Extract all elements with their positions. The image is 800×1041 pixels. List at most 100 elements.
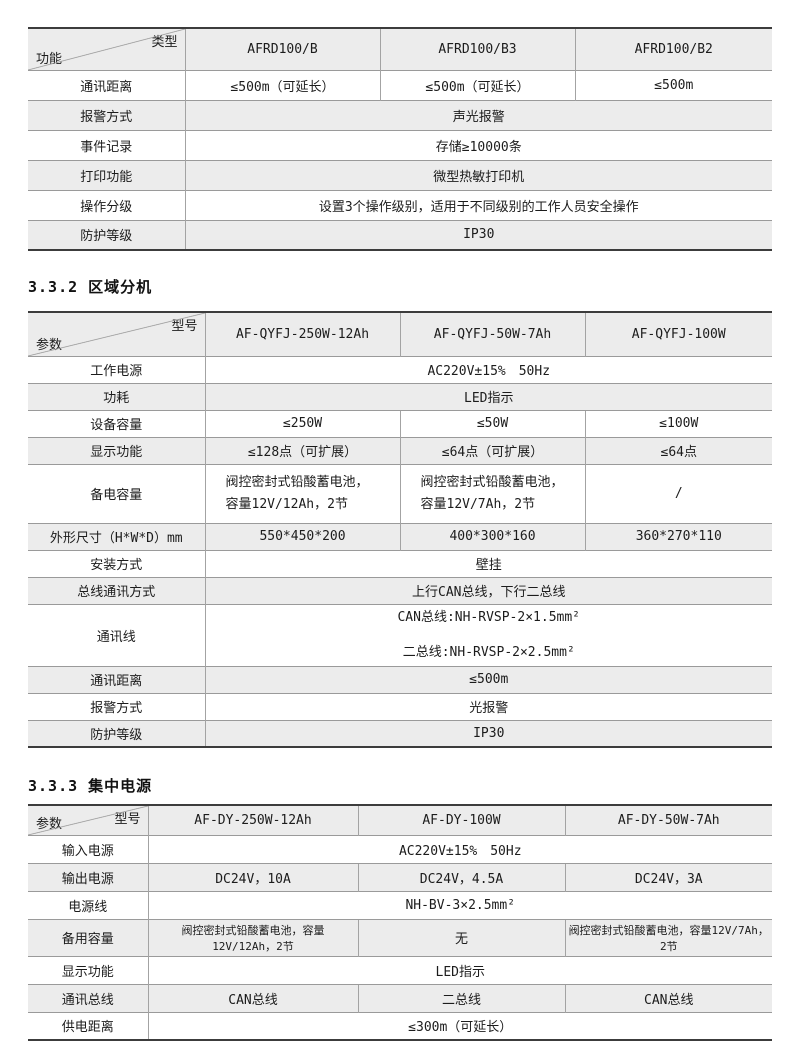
column-header: AFRD100/B: [184, 28, 380, 70]
cell-value: 360*270*110: [584, 522, 772, 550]
cell-value: CAN总线:NH-RVSP-2×1.5mm² 二总线:NH-RVSP-2×2.5m…: [204, 603, 772, 666]
cell-value: 400*300*160: [399, 522, 585, 550]
table-row: 通讯距离 ≤500m（可延长） ≤500m（可延长） ≤500m: [28, 69, 772, 100]
spec-table-container-central-power: 型号 参数 AF-DY-250W-12Ah AF-DY-100W AF-DY-50W-7…: [28, 804, 772, 1041]
spec-table-container-types: 类型 功能 AFRD100/B AFRD100/B3 AFRD100/B2 通讯距离 ≤50…: [28, 27, 772, 251]
table-row: 外形尺寸（H*W*D）mm 550*450*200 400*300*160 360*2…: [28, 522, 772, 550]
row-label: 输入电源: [28, 834, 148, 863]
row-label: 供电距离: [28, 1011, 148, 1040]
cell-value: 阀控密封式铅酸蓄电池， 容量12V/12Ah，2节: [204, 463, 400, 523]
row-label: 事件记录: [28, 129, 185, 160]
column-header: AF-QYFJ-100W: [584, 312, 772, 356]
cell-value: 阀控密封式铅酸蓄电池，容量12V/7Ah，2节: [564, 918, 772, 956]
cell-value: ≤500m（可延长）: [379, 69, 575, 100]
corner-cell: 类型 功能: [28, 28, 185, 70]
corner-bottom-label: 参数: [36, 337, 63, 353]
cell-value: ≤128点（可扩展）: [204, 436, 400, 464]
column-header: AF-DY-100W: [357, 805, 565, 835]
cell-value: LED指示: [147, 955, 772, 984]
table-row: 输出电源 DC24V，10A DC24V，4.5A DC24V，3A: [28, 862, 772, 891]
row-label: 通讯距离: [28, 665, 205, 693]
cell-value: IP30: [184, 219, 772, 250]
column-header: AFRD100/B2: [574, 28, 772, 70]
row-label: 显示功能: [28, 436, 205, 464]
cell-line: 容量12V/12Ah，2节: [225, 496, 348, 512]
cell-value: 声光报警: [184, 99, 772, 130]
section-heading-zone-extension: 3.3.2 区域分机: [28, 278, 153, 296]
table-row: 事件记录 存储≥10000条: [28, 129, 772, 160]
spec-table: 型号 参数 AF-QYFJ-250W-12Ah AF-QYFJ-50W-7Ah AF-Q…: [28, 311, 772, 748]
table-row: 设备容量 ≤250W ≤50W ≤100W: [28, 409, 772, 437]
row-label: 显示功能: [28, 955, 148, 984]
cell-value: 550*450*200: [204, 522, 400, 550]
cell-value: 无: [357, 918, 565, 956]
spec-table: 型号 参数 AF-DY-250W-12Ah AF-DY-100W AF-DY-50W-7…: [28, 804, 772, 1041]
row-label: 安装方式: [28, 549, 205, 577]
spec-table: 类型 功能 AFRD100/B AFRD100/B3 AFRD100/B2 通讯距离 ≤50…: [28, 27, 772, 251]
table-row: 显示功能 LED指示: [28, 955, 772, 984]
cell-line: 二总线:NH-RVSP-2×2.5mm²: [402, 644, 575, 660]
header-row: 类型 功能 AFRD100/B AFRD100/B3 AFRD100/B2: [28, 28, 772, 70]
cell-value: 阀控密封式铅酸蓄电池，容量12V/12Ah，2节: [147, 918, 358, 956]
table-row: 工作电源 AC220V±15% 50Hz: [28, 355, 772, 383]
section-heading-central-power: 3.3.3 集中电源: [28, 777, 153, 795]
table-row: 通讯线 CAN总线:NH-RVSP-2×1.5mm² 二总线:NH-RVSP-2×2…: [28, 603, 772, 666]
cell-lines: CAN总线:NH-RVSP-2×1.5mm² 二总线:NH-RVSP-2×2.5m…: [210, 607, 769, 664]
cell-value: AC220V±15% 50Hz: [204, 355, 772, 383]
table-row: 备用容量 阀控密封式铅酸蓄电池，容量12V/12Ah，2节无阀控密封式铅酸蓄电池，…: [28, 918, 772, 956]
table-row: 防护等级 IP30: [28, 719, 772, 747]
cell-value: CAN总线: [564, 983, 772, 1012]
table-row: 操作分级 设置3个操作级别，适用于不同级别的工作人员安全操作: [28, 189, 772, 220]
row-label: 报警方式: [28, 99, 185, 130]
row-label: 工作电源: [28, 355, 205, 383]
table-row: 供电距离 ≤300m（可延长）: [28, 1011, 772, 1040]
cell-line: CAN总线:NH-RVSP-2×1.5mm²: [397, 609, 581, 625]
row-label: 操作分级: [28, 189, 185, 220]
table-row: 打印功能 微型热敏打印机: [28, 159, 772, 190]
cell-value: ≤64点: [584, 436, 772, 464]
row-label: 电源线: [28, 890, 148, 919]
cell-value: ≤50W: [399, 409, 585, 437]
table-row: 防护等级 IP30: [28, 219, 772, 250]
cell-value: ≤100W: [584, 409, 772, 437]
corner-cell: 型号参数: [28, 312, 205, 356]
cell-value: CAN总线: [147, 983, 358, 1012]
row-label: 通讯距离: [28, 69, 185, 100]
table-row: 输入电源 AC220V±15% 50Hz: [28, 834, 772, 863]
row-label: 备用容量: [28, 918, 148, 956]
cell-value: /: [584, 463, 772, 523]
cell-value: NH-BV-3×2.5mm²: [147, 890, 772, 919]
cell-value: 阀控密封式铅酸蓄电池，容量12V/7Ah，2节: [399, 463, 585, 523]
cell-line: 容量12V/7Ah，2节: [420, 496, 536, 512]
header-row: 型号 参数 AF-QYFJ-250W-12Ah AF-QYFJ-50W-7Ah AF-Q…: [28, 312, 772, 356]
cell-value: 设置3个操作级别，适用于不同级别的工作人员安全操作: [184, 189, 772, 220]
cell-value: IP30: [204, 719, 772, 747]
table-row: 总线通讯方式 上行CAN总线，下行二总线: [28, 576, 772, 604]
table-row: 备电容量 阀控密封式铅酸蓄电池， 容量12V/12Ah，2节 阀控密封式铅酸蓄电池， 容…: [28, 463, 772, 523]
row-label: 报警方式: [28, 692, 205, 720]
cell-value: 微型热敏打印机: [184, 159, 772, 190]
column-header: AFRD100/B3: [379, 28, 575, 70]
cell-value: DC24V，3A: [564, 862, 772, 891]
cell-value: 光报警: [204, 692, 772, 720]
corner-top-label: 型号: [114, 812, 141, 827]
cell-lines: 阀控密封式铅酸蓄电池， 容量12V/7Ah，2节: [421, 472, 581, 516]
row-label: 备电容量: [28, 463, 205, 523]
cell-line: 阀控密封式铅酸蓄电池，: [225, 474, 369, 490]
cell-value: ≤250W: [204, 409, 400, 437]
column-header: AF-DY-250W-12Ah: [147, 805, 358, 835]
corner-top-label: 型号: [171, 319, 198, 334]
table-row: 显示功能 ≤128点（可扩展） ≤64点（可扩展） ≤64点: [28, 436, 772, 464]
table-row: 功耗 LED指示: [28, 382, 772, 410]
cell-value: ≤500m（可延长）: [184, 69, 380, 100]
table-row: 电源线 NH-BV-3×2.5mm²: [28, 890, 772, 919]
column-header: AF-QYFJ-250W-12Ah: [204, 312, 400, 356]
table-row: 报警方式 声光报警: [28, 99, 772, 130]
cell-value: DC24V，4.5A: [357, 862, 565, 891]
row-label: 外形尺寸（H*W*D）mm: [28, 522, 205, 550]
row-label: 设备容量: [28, 409, 205, 437]
corner-top-label: 类型: [151, 35, 178, 50]
table-row: 安装方式 壁挂: [28, 549, 772, 577]
cell-value: 上行CAN总线，下行二总线: [204, 576, 772, 604]
